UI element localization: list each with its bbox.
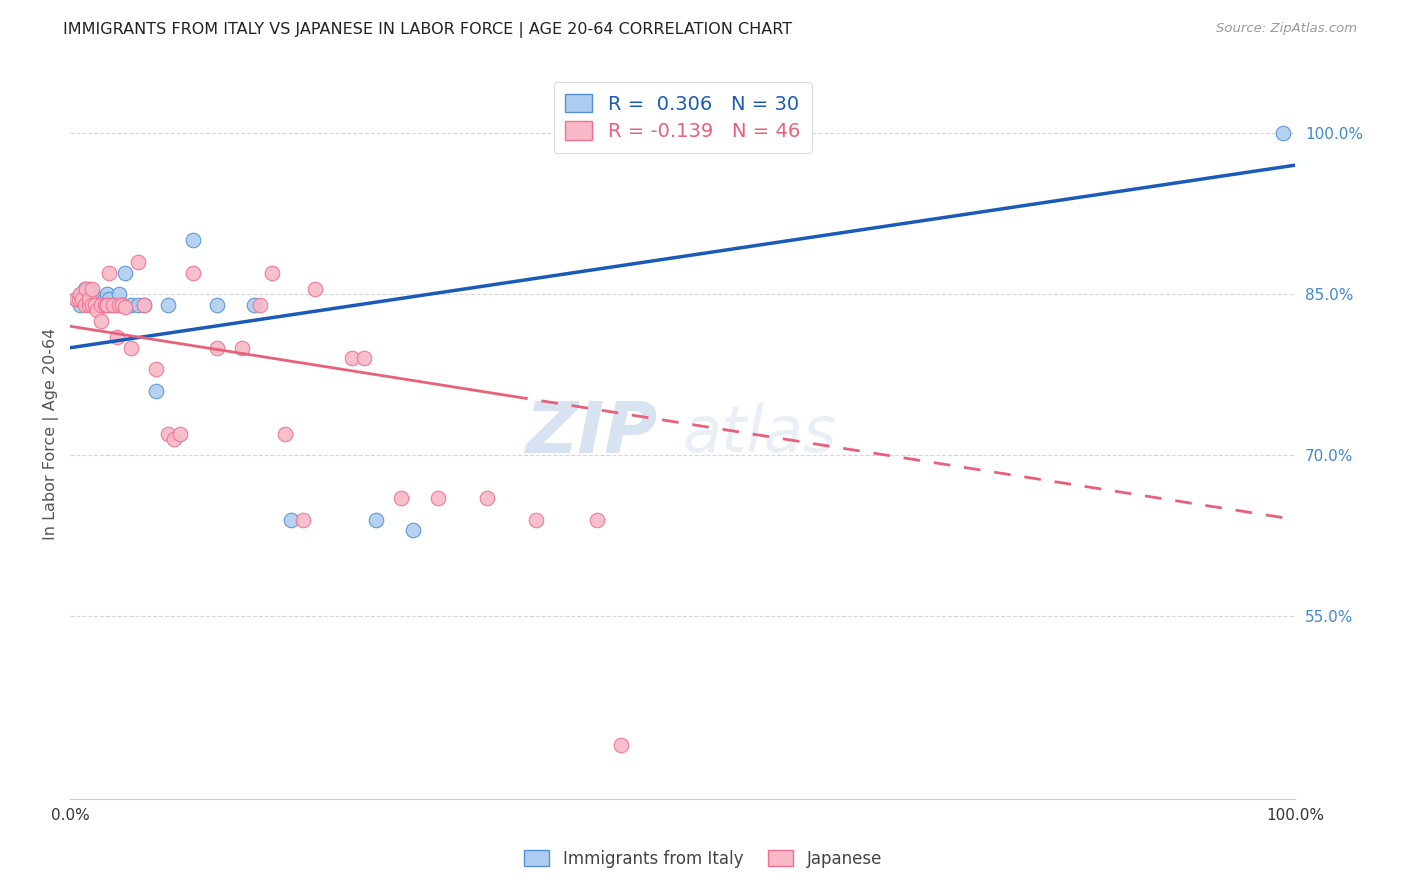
Point bbox=[111, 298, 134, 312]
Point bbox=[181, 233, 204, 247]
Point bbox=[475, 491, 498, 505]
Point bbox=[86, 303, 108, 318]
Point bbox=[366, 512, 388, 526]
Point bbox=[90, 298, 112, 312]
Point bbox=[69, 287, 91, 301]
Point bbox=[90, 298, 112, 312]
Point bbox=[114, 266, 136, 280]
Text: atlas: atlas bbox=[683, 402, 837, 465]
Point bbox=[65, 293, 87, 307]
Legend: Immigrants from Italy, Japanese: Immigrants from Italy, Japanese bbox=[517, 844, 889, 875]
Point bbox=[105, 330, 128, 344]
Point bbox=[69, 298, 91, 312]
Point bbox=[98, 293, 121, 307]
Point bbox=[304, 282, 326, 296]
Point bbox=[280, 512, 302, 526]
Point bbox=[426, 491, 449, 505]
Point bbox=[145, 384, 167, 398]
Y-axis label: In Labor Force | Age 20-64: In Labor Force | Age 20-64 bbox=[44, 327, 59, 540]
Point bbox=[121, 341, 143, 355]
Point bbox=[353, 351, 375, 366]
Point bbox=[1271, 126, 1294, 140]
Point bbox=[524, 512, 547, 526]
Point bbox=[402, 523, 425, 537]
Point bbox=[262, 266, 284, 280]
Point bbox=[121, 298, 143, 312]
Point bbox=[181, 266, 204, 280]
Point bbox=[157, 298, 180, 312]
Point bbox=[127, 298, 149, 312]
Point bbox=[77, 298, 100, 312]
Point bbox=[83, 298, 105, 312]
Point bbox=[111, 298, 134, 312]
Point bbox=[101, 298, 124, 312]
Point bbox=[96, 298, 118, 312]
Point bbox=[93, 293, 115, 307]
Point bbox=[291, 512, 314, 526]
Point bbox=[73, 298, 96, 312]
Point bbox=[163, 432, 186, 446]
Point bbox=[340, 351, 363, 366]
Point bbox=[72, 293, 94, 307]
Point bbox=[77, 282, 100, 296]
Point bbox=[86, 293, 108, 307]
Point bbox=[610, 738, 633, 752]
Point bbox=[98, 266, 121, 280]
Point bbox=[145, 362, 167, 376]
Point bbox=[127, 255, 149, 269]
Point bbox=[65, 293, 87, 307]
Point bbox=[157, 426, 180, 441]
Point bbox=[90, 314, 112, 328]
Point bbox=[82, 282, 104, 296]
Text: IMMIGRANTS FROM ITALY VS JAPANESE IN LABOR FORCE | AGE 20-64 CORRELATION CHART: IMMIGRANTS FROM ITALY VS JAPANESE IN LAB… bbox=[63, 22, 793, 38]
Point bbox=[205, 341, 228, 355]
Point bbox=[72, 287, 94, 301]
Text: ZIP: ZIP bbox=[526, 399, 658, 468]
Point bbox=[82, 287, 104, 301]
Point bbox=[73, 282, 96, 296]
Point bbox=[389, 491, 412, 505]
Point bbox=[273, 426, 295, 441]
Point bbox=[101, 298, 124, 312]
Point bbox=[75, 282, 97, 296]
Point bbox=[132, 298, 155, 312]
Point bbox=[83, 298, 105, 312]
Point bbox=[169, 426, 191, 441]
Point bbox=[67, 293, 90, 307]
Point bbox=[108, 298, 131, 312]
Point bbox=[114, 300, 136, 314]
Point bbox=[249, 298, 271, 312]
Point bbox=[93, 298, 115, 312]
Legend: R =  0.306   N = 30, R = -0.139   N = 46: R = 0.306 N = 30, R = -0.139 N = 46 bbox=[554, 82, 811, 153]
Point bbox=[231, 341, 253, 355]
Point bbox=[108, 287, 131, 301]
Point bbox=[105, 298, 128, 312]
Point bbox=[82, 298, 104, 312]
Point bbox=[205, 298, 228, 312]
Point bbox=[96, 298, 118, 312]
Point bbox=[96, 287, 118, 301]
Point bbox=[77, 293, 100, 307]
Point bbox=[77, 293, 100, 307]
Point bbox=[132, 298, 155, 312]
Text: Source: ZipAtlas.com: Source: ZipAtlas.com bbox=[1216, 22, 1357, 36]
Point bbox=[586, 512, 609, 526]
Point bbox=[243, 298, 266, 312]
